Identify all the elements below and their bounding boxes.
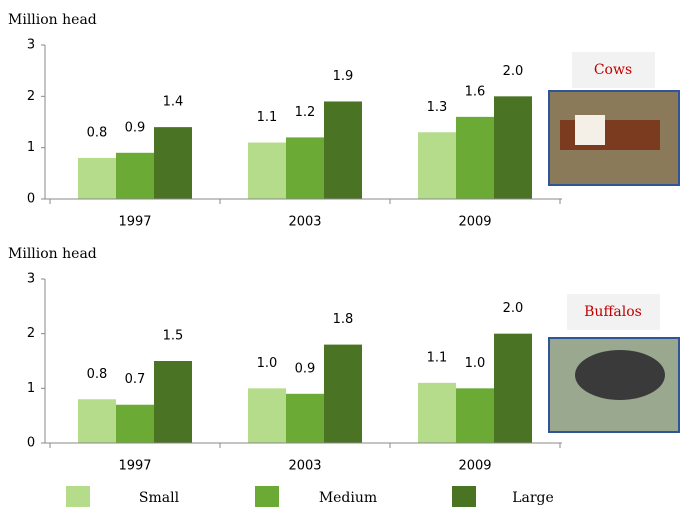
value-label: 0.9 bbox=[295, 361, 316, 376]
bar bbox=[456, 388, 494, 443]
value-label: 1.1 bbox=[427, 350, 448, 365]
legend-label: Medium bbox=[319, 490, 377, 506]
y-tick-label: 3 bbox=[27, 38, 35, 53]
value-label: 1.2 bbox=[295, 105, 316, 120]
value-label: 1.0 bbox=[465, 356, 486, 371]
photo-detail bbox=[575, 115, 605, 145]
bar bbox=[248, 388, 286, 443]
y-tick-label: 2 bbox=[27, 89, 35, 104]
bar bbox=[456, 116, 494, 199]
photo-detail bbox=[575, 350, 665, 400]
value-label: 1.5 bbox=[163, 329, 184, 344]
y-tick-label: 2 bbox=[27, 326, 35, 341]
legend-label: Small bbox=[139, 490, 180, 506]
x-tick-label: 2003 bbox=[288, 215, 321, 230]
bar bbox=[116, 404, 154, 443]
y-tick-label: 1 bbox=[27, 140, 35, 155]
y-tick-label: 1 bbox=[27, 381, 35, 396]
y-tick-label: 3 bbox=[27, 272, 35, 287]
value-label: 1.6 bbox=[465, 84, 486, 99]
value-label: 2.0 bbox=[503, 64, 524, 79]
bar bbox=[324, 344, 362, 443]
legend-swatch bbox=[255, 486, 279, 507]
value-label: 2.0 bbox=[503, 301, 524, 316]
value-label: 0.7 bbox=[125, 372, 146, 387]
bar bbox=[78, 157, 116, 199]
bar bbox=[78, 399, 116, 443]
y-axis-title: Million head bbox=[8, 246, 97, 262]
value-label: 1.4 bbox=[163, 95, 184, 110]
value-label: 1.1 bbox=[257, 110, 278, 125]
value-label: 0.9 bbox=[125, 120, 146, 135]
annotation: Cows bbox=[594, 62, 632, 78]
bar bbox=[248, 142, 286, 199]
value-label: 1.3 bbox=[427, 100, 448, 115]
bar bbox=[286, 137, 324, 199]
legend-label: Large bbox=[512, 490, 554, 506]
label-box bbox=[572, 52, 655, 88]
bar bbox=[154, 361, 192, 443]
bar bbox=[154, 127, 192, 199]
bar bbox=[286, 393, 324, 443]
value-label: 1.0 bbox=[257, 356, 278, 371]
x-tick-label: 2009 bbox=[458, 459, 491, 474]
bar bbox=[418, 382, 456, 443]
legend-swatch bbox=[66, 486, 90, 507]
x-tick-label: 2003 bbox=[288, 459, 321, 474]
x-tick-label: 1997 bbox=[118, 459, 151, 474]
value-label: 1.8 bbox=[333, 312, 354, 327]
value-label: 0.8 bbox=[87, 125, 108, 140]
bar bbox=[116, 152, 154, 199]
bar bbox=[324, 101, 362, 199]
bar bbox=[494, 333, 532, 443]
value-label: 1.9 bbox=[333, 69, 354, 84]
legend-swatch bbox=[452, 486, 476, 507]
bar bbox=[418, 132, 456, 199]
value-label: 0.8 bbox=[87, 367, 108, 382]
y-tick-label: 0 bbox=[27, 192, 35, 207]
y-tick-label: 0 bbox=[27, 436, 35, 451]
bar bbox=[494, 96, 532, 199]
y-axis-title: Million head bbox=[8, 12, 97, 28]
x-tick-label: 1997 bbox=[118, 215, 151, 230]
annotation: Buffalos bbox=[584, 304, 642, 320]
x-tick-label: 2009 bbox=[458, 215, 491, 230]
label-box bbox=[567, 294, 660, 330]
